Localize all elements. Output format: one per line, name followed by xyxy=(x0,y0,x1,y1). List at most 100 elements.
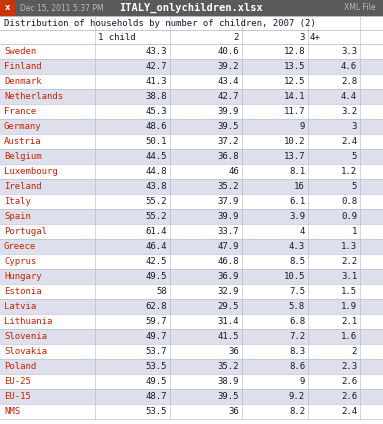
Text: 2.1: 2.1 xyxy=(341,317,357,326)
Text: 5.8: 5.8 xyxy=(289,302,305,311)
Text: 36: 36 xyxy=(228,347,239,356)
Text: 53.7: 53.7 xyxy=(146,347,167,356)
Text: EU-15: EU-15 xyxy=(4,392,31,401)
Text: 10.2: 10.2 xyxy=(283,137,305,146)
Bar xyxy=(0,194,383,209)
Text: 3.2: 3.2 xyxy=(341,107,357,116)
Text: 1: 1 xyxy=(352,227,357,236)
Bar xyxy=(0,149,383,164)
Text: Ireland: Ireland xyxy=(4,182,42,191)
Bar xyxy=(0,344,383,359)
Text: x: x xyxy=(5,3,10,12)
Text: Denmark: Denmark xyxy=(4,77,42,86)
Text: 3.3: 3.3 xyxy=(341,47,357,56)
Text: 49.5: 49.5 xyxy=(146,272,167,281)
Bar xyxy=(0,329,383,344)
Text: 44.8: 44.8 xyxy=(146,167,167,176)
Text: 58: 58 xyxy=(156,287,167,296)
Text: 41.5: 41.5 xyxy=(218,332,239,341)
Bar xyxy=(0,44,383,59)
Text: 62.8: 62.8 xyxy=(146,302,167,311)
Text: 61.4: 61.4 xyxy=(146,227,167,236)
Text: 5: 5 xyxy=(352,152,357,161)
Text: 50.1: 50.1 xyxy=(146,137,167,146)
Text: 2: 2 xyxy=(352,347,357,356)
Text: 47.9: 47.9 xyxy=(218,242,239,251)
Bar xyxy=(0,374,383,389)
Text: 1.6: 1.6 xyxy=(341,332,357,341)
Bar xyxy=(0,164,383,179)
Text: 8.5: 8.5 xyxy=(289,257,305,266)
Text: 39.2: 39.2 xyxy=(218,62,239,71)
Text: Sweden: Sweden xyxy=(4,47,36,56)
Text: 1 child: 1 child xyxy=(98,33,136,42)
Text: Dec 15, 2011 5:37 PM: Dec 15, 2011 5:37 PM xyxy=(20,3,104,12)
Text: 39.5: 39.5 xyxy=(218,122,239,131)
Text: 53.5: 53.5 xyxy=(146,362,167,371)
Text: 1.5: 1.5 xyxy=(341,287,357,296)
Text: 55.2: 55.2 xyxy=(146,197,167,206)
Text: Finland: Finland xyxy=(4,62,42,71)
Bar xyxy=(0,209,383,224)
Text: EU-25: EU-25 xyxy=(4,377,31,386)
Text: 4: 4 xyxy=(300,227,305,236)
Bar xyxy=(0,89,383,104)
Bar xyxy=(0,224,383,239)
Bar xyxy=(0,299,383,314)
Text: 2: 2 xyxy=(234,33,239,42)
Text: 2.4: 2.4 xyxy=(341,137,357,146)
Bar xyxy=(0,119,383,134)
Text: 49.5: 49.5 xyxy=(146,377,167,386)
Bar xyxy=(0,74,383,89)
Bar xyxy=(0,389,383,404)
Text: Lithuania: Lithuania xyxy=(4,317,52,326)
Bar xyxy=(0,16,383,30)
Text: 8.2: 8.2 xyxy=(289,407,305,416)
Text: 43.3: 43.3 xyxy=(146,47,167,56)
Text: 32.9: 32.9 xyxy=(218,287,239,296)
Text: 3: 3 xyxy=(352,122,357,131)
Text: 8.6: 8.6 xyxy=(289,362,305,371)
Text: Netherlands: Netherlands xyxy=(4,92,63,101)
Text: 4.4: 4.4 xyxy=(341,92,357,101)
Text: 9: 9 xyxy=(300,377,305,386)
Text: 1.2: 1.2 xyxy=(341,167,357,176)
Text: 59.7: 59.7 xyxy=(146,317,167,326)
Text: 48.7: 48.7 xyxy=(146,392,167,401)
Text: 3: 3 xyxy=(300,33,305,42)
Text: 46: 46 xyxy=(228,167,239,176)
Text: 49.7: 49.7 xyxy=(146,332,167,341)
Text: XML File: XML File xyxy=(344,3,375,12)
Text: 53.5: 53.5 xyxy=(146,407,167,416)
Text: 13.5: 13.5 xyxy=(283,62,305,71)
Text: 38.8: 38.8 xyxy=(146,92,167,101)
Text: Belgium: Belgium xyxy=(4,152,42,161)
Text: 36.8: 36.8 xyxy=(218,152,239,161)
Bar xyxy=(0,254,383,269)
Text: 13.7: 13.7 xyxy=(283,152,305,161)
Text: Germany: Germany xyxy=(4,122,42,131)
Text: 9.2: 9.2 xyxy=(289,392,305,401)
FancyBboxPatch shape xyxy=(0,1,15,16)
Text: 6.1: 6.1 xyxy=(289,197,305,206)
Text: 5: 5 xyxy=(352,182,357,191)
Text: 2.8: 2.8 xyxy=(341,77,357,86)
Text: Hungary: Hungary xyxy=(4,272,42,281)
Bar xyxy=(0,179,383,194)
Bar xyxy=(0,134,383,149)
Text: 11.7: 11.7 xyxy=(283,107,305,116)
Text: 3.1: 3.1 xyxy=(341,272,357,281)
Text: Spain: Spain xyxy=(4,212,31,221)
Text: Slovenia: Slovenia xyxy=(4,332,47,341)
Text: 42.7: 42.7 xyxy=(146,62,167,71)
Text: 16: 16 xyxy=(294,182,305,191)
Text: 3.9: 3.9 xyxy=(289,212,305,221)
Text: 40.6: 40.6 xyxy=(218,47,239,56)
Text: 2.3: 2.3 xyxy=(341,362,357,371)
Bar xyxy=(0,59,383,74)
Bar xyxy=(0,269,383,284)
Text: 33.7: 33.7 xyxy=(218,227,239,236)
Text: 2.6: 2.6 xyxy=(341,392,357,401)
Text: 0.8: 0.8 xyxy=(341,197,357,206)
Text: 43.4: 43.4 xyxy=(218,77,239,86)
